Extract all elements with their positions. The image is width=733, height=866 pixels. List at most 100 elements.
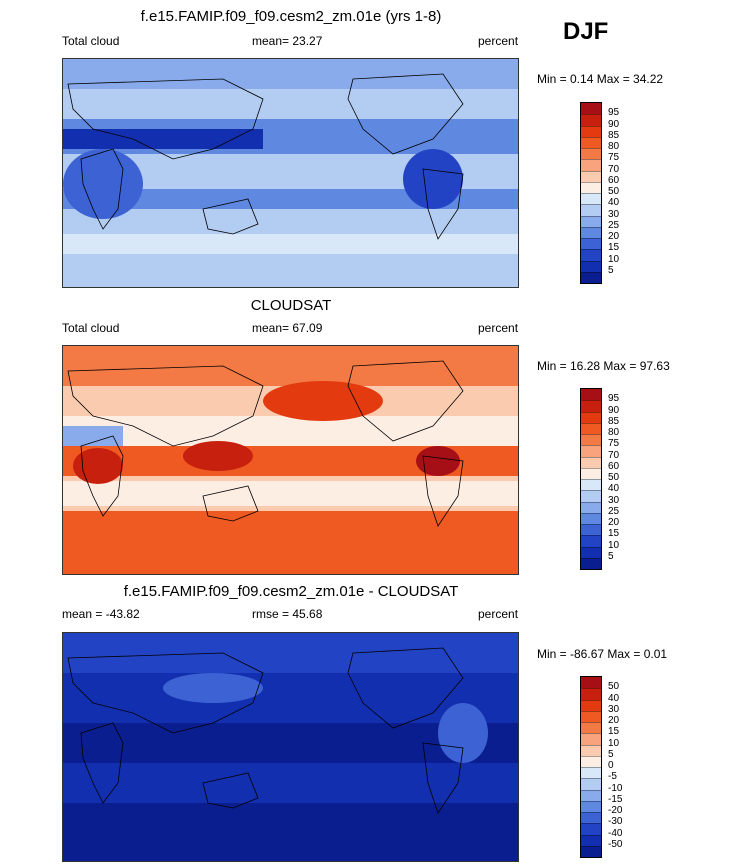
colorbar-segment — [581, 535, 601, 547]
colorbar-segment — [581, 479, 601, 491]
colorbar-tick-label: -30 — [608, 816, 623, 828]
colorbar-segment — [581, 456, 601, 468]
colorbar-segment — [581, 238, 601, 250]
colorbar-segment — [581, 722, 601, 734]
colorbar-segment — [581, 812, 601, 824]
colorbar-segment — [581, 677, 601, 689]
colorbar-segment — [581, 501, 601, 513]
season-label: DJF — [563, 18, 609, 45]
colorbar-segment — [581, 744, 601, 756]
coastline-eurasia — [67, 652, 264, 734]
coastline-africa — [80, 435, 124, 517]
colorbar-segment — [581, 778, 601, 790]
panel-3-left-label: mean = -43.82 — [62, 607, 140, 621]
map-band — [63, 346, 518, 386]
map-blob — [183, 441, 253, 471]
colorbar-segment — [581, 422, 601, 434]
colorbar-segment — [581, 710, 601, 722]
colorbar-tick-label: 5 — [608, 748, 614, 760]
colorbar-tick-label: 40 — [608, 483, 620, 495]
colorbar-tick-label: 90 — [608, 118, 620, 130]
map-band — [63, 803, 518, 861]
colorbar-segment — [581, 733, 601, 745]
colorbar-tick-label: 30 — [608, 703, 620, 715]
colorbar-tick-label: 10 — [608, 253, 620, 265]
colorbar-segment — [581, 103, 601, 115]
panel-1-map — [62, 58, 519, 288]
colorbar-tick-label: 20 — [608, 517, 620, 528]
panel-1-colorbar — [580, 102, 602, 284]
panel-2-map-svg — [63, 346, 518, 574]
coastline-north-america — [347, 647, 464, 729]
colorbar-tick-label: 95 — [608, 107, 620, 119]
colorbar-segment — [581, 136, 601, 148]
colorbar-tick-label: 40 — [608, 692, 620, 704]
colorbar-segment — [581, 490, 601, 502]
coastline-africa — [80, 722, 124, 804]
panel-3-title: f.e15.FAMIP.f09_f09.cesm2_zm.01e - CLOUD… — [123, 583, 459, 600]
colorbar-tick-label: 10 — [608, 737, 620, 749]
colorbar-tick-label: 30 — [608, 208, 620, 220]
panel-1-minmax: Min = 0.14 Max = 34.22 — [537, 72, 664, 86]
colorbar-tick-label: 90 — [608, 404, 620, 416]
colorbar-tick-label: 0 — [608, 760, 614, 771]
colorbar-segment — [581, 845, 601, 857]
coastline-australia — [202, 198, 259, 235]
panel-2-colorbar — [580, 388, 602, 570]
panel-1-mean-label: mean= 23.27 — [252, 34, 323, 48]
colorbar-tick-label: 10 — [608, 539, 620, 551]
colorbar-segment — [581, 434, 601, 446]
map-blob — [73, 448, 123, 484]
map-band — [63, 633, 518, 673]
colorbar-segment — [581, 767, 601, 779]
colorbar-tick-label: 40 — [608, 197, 620, 209]
colorbar-tick-label: 25 — [608, 219, 620, 231]
colorbar-segment — [581, 800, 601, 812]
colorbar-tick-label: 15 — [608, 528, 620, 540]
colorbar-segment — [581, 834, 601, 846]
colorbar-segment — [581, 688, 601, 700]
coastline-south-america — [422, 742, 464, 814]
colorbar-segment — [581, 125, 601, 137]
colorbar-segment — [581, 215, 601, 227]
map-blob — [403, 149, 463, 209]
colorbar-tick-label: 60 — [608, 174, 620, 186]
panel-2-map — [62, 345, 519, 575]
colorbar-tick-label: 15 — [608, 726, 620, 738]
colorbar-segment — [581, 271, 601, 283]
colorbar-segment — [581, 148, 601, 160]
colorbar-tick-label: -5 — [608, 771, 617, 783]
map-band — [63, 234, 518, 254]
colorbar-tick-label: 50 — [608, 472, 620, 483]
colorbar-tick-label: 80 — [608, 427, 620, 438]
colorbar-segment — [581, 193, 601, 205]
panel-1-map-svg — [63, 59, 518, 287]
colorbar-tick-label: 70 — [608, 163, 620, 175]
colorbar-tick-label: -10 — [608, 782, 623, 794]
colorbar-tick-label: 70 — [608, 449, 620, 461]
map-band — [63, 189, 518, 209]
coastline-south-america — [422, 455, 464, 527]
panel-1-left-label: Total cloud — [62, 34, 120, 48]
colorbar-segment — [581, 512, 601, 524]
coastline-north-america — [347, 360, 464, 442]
colorbar-segment — [581, 204, 601, 216]
coastline-australia — [202, 485, 259, 522]
panel-2-left-label: Total cloud — [62, 321, 120, 335]
colorbar-tick-label: 25 — [608, 505, 620, 517]
colorbar-segment — [581, 389, 601, 401]
colorbar-segment — [581, 400, 601, 412]
panel-2-units-label: percent — [478, 321, 519, 335]
colorbar-segment — [581, 249, 601, 261]
colorbar-tick-label: 85 — [608, 415, 620, 427]
colorbar-segment — [581, 260, 601, 272]
colorbar-segment — [581, 755, 601, 767]
map-band — [63, 481, 518, 506]
colorbar-tick-label: 60 — [608, 460, 620, 472]
panel-1-units-label: percent — [478, 34, 519, 48]
colorbar-tick-label: 15 — [608, 242, 620, 254]
colorbar-tick-label: -15 — [608, 793, 623, 805]
colorbar-tick-label: -50 — [608, 838, 623, 850]
map-blob — [416, 446, 460, 476]
coastline-eurasia — [67, 78, 264, 160]
